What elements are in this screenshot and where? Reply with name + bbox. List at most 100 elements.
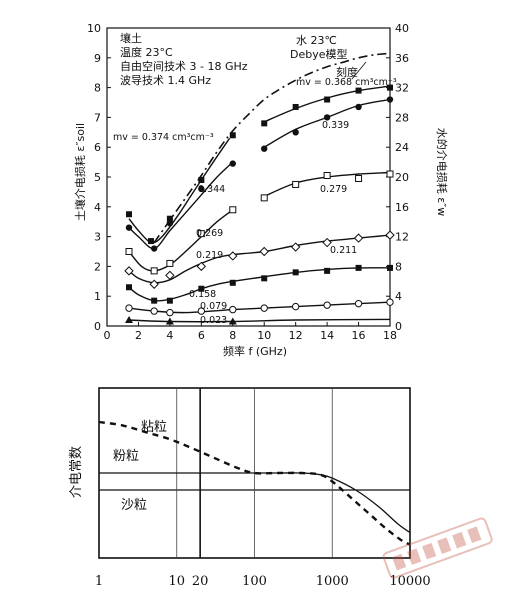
data-point-filled-square: [292, 269, 299, 276]
data-point-filled-square: [166, 215, 173, 222]
bottom-y-axis-title: 介电常数: [69, 446, 84, 498]
series-label-0339: 0.339: [322, 120, 349, 131]
data-point-open-circle: [260, 304, 268, 312]
legend-line-waveguide: 波导技术 1.4 GHz: [120, 74, 211, 87]
top-x-tick-label: 18: [383, 329, 397, 342]
top-x-tick-label: 8: [229, 329, 236, 342]
top-x-tick-label: 6: [198, 329, 205, 342]
data-point-filled-square: [166, 297, 173, 304]
top-y-left-tick-label: 7: [94, 111, 101, 124]
data-point-open-diamond: [228, 251, 238, 261]
top-y-right-tick-label: 32: [395, 82, 409, 95]
top-y-left-tick-label: 4: [94, 201, 101, 214]
data-point-filled-square: [148, 238, 155, 245]
data-point-filled-square: [292, 103, 299, 110]
data-point-open-square: [197, 230, 205, 238]
top-y-left-tick-label: 0: [94, 320, 101, 333]
data-point-open-circle: [354, 299, 363, 308]
data-point-filled-circle: [261, 145, 268, 152]
top-x-tick-label: 10: [257, 329, 271, 342]
top-x-tick-label: 12: [289, 329, 303, 342]
data-point-open-diamond: [259, 246, 269, 257]
series-label-0279: 0.279: [320, 184, 347, 195]
data-point-open-circle: [323, 301, 331, 309]
top-y-left-tick-label: 10: [87, 22, 101, 35]
label-sand: 沙粒: [121, 498, 147, 513]
bottom-x-ticks: 1 10 20 100 1000 10000: [95, 574, 431, 589]
data-point-filled-square: [387, 264, 393, 271]
top-markers-group: [124, 84, 395, 325]
data-point-open-square: [355, 174, 363, 182]
bottom-curves-group: [98, 420, 411, 546]
data-point-open-diamond: [149, 279, 159, 289]
top-y-right-tick-label: 28: [395, 111, 409, 124]
water-label-model: Debye模型: [290, 47, 348, 61]
top-y-right-axis-title: 水的介电损耗 ε″w: [435, 128, 449, 217]
bottom-x-tick-label: 1000: [316, 574, 349, 589]
top-x-tick-label: 2: [135, 329, 142, 342]
scale-label-leader: [351, 61, 367, 80]
data-point-open-circle: [229, 305, 237, 314]
top-curves-group: [128, 52, 391, 323]
top-y-right-tick-label: 40: [395, 22, 409, 35]
data-point-filled-square: [261, 275, 268, 282]
data-point-open-square: [150, 267, 158, 275]
data-point-open-diamond: [165, 270, 175, 281]
top-y-left-tick-label: 3: [94, 231, 101, 244]
data-point-filled-square: [355, 264, 362, 271]
data-point-filled-circle: [386, 96, 394, 103]
legend-line-temperature: 温度 23°C: [120, 45, 173, 59]
permittivity-vs-frequency-chart: 1 10 20 100 1000 10000 介电常数 粘粒 粉粒 沙粒: [69, 387, 431, 589]
top-y-right-tick-label: 12: [395, 231, 409, 244]
data-point-open-square: [292, 180, 300, 188]
data-point-open-circle: [291, 302, 300, 311]
top-y-left-tick-label: 9: [94, 52, 101, 65]
data-point-filled-square: [387, 84, 393, 91]
legend-line-soil: 壤土: [120, 31, 142, 45]
data-point-open-circle: [125, 304, 133, 312]
bottom-curve: [254, 472, 411, 534]
data-point-open-square: [166, 259, 174, 267]
data-point-filled-triangle: [125, 316, 134, 324]
data-point-open-diamond: [322, 237, 332, 248]
data-point-open-diamond: [353, 233, 364, 243]
data-point-filled-square: [198, 285, 205, 292]
series-label-0219: 0.219: [196, 250, 223, 261]
data-point-filled-square: [126, 211, 133, 218]
top-y-right-tick-label: 20: [395, 171, 409, 184]
data-point-filled-square: [229, 279, 236, 286]
data-point-open-circle: [197, 307, 206, 315]
label-silt: 粉粒: [113, 449, 139, 464]
top-y-right-tick-label: 4: [395, 290, 402, 303]
data-point-filled-circle: [355, 103, 362, 111]
data-point-filled-square: [355, 87, 362, 94]
top-x-tick-label: 14: [320, 329, 334, 342]
legend-line-free-space: 自由空间技术 3 - 18 GHz: [120, 59, 248, 73]
data-point-open-square: [323, 172, 331, 180]
water-label-temperature: 水 23℃: [296, 34, 337, 47]
soil-loss-curve: [128, 137, 231, 244]
bottom-x-tick-label: 1: [95, 574, 103, 589]
top-x-axis-title: 频率 f (GHz): [223, 344, 287, 358]
top-y-left-tick-label: 2: [94, 260, 101, 273]
data-point-open-square: [260, 194, 268, 202]
data-point-open-diamond: [124, 266, 134, 276]
top-x-tick-label: 16: [352, 329, 366, 342]
top-y-left-tick-label: 1: [94, 290, 101, 303]
data-point-open-circle: [150, 307, 158, 315]
top-x-ticks: 0 2 4 6 8 10 12 14 16 18: [104, 322, 397, 342]
data-point-open-square: [386, 170, 394, 178]
data-point-filled-square: [151, 297, 158, 304]
top-y-right-tick-label: 0: [395, 320, 402, 333]
data-point-filled-circle: [323, 114, 331, 121]
label-clay: 粘粒: [141, 420, 167, 435]
soil-loss-curve: [128, 253, 233, 284]
series-label-0158: 0.158: [189, 289, 216, 300]
data-point-filled-square: [261, 120, 268, 127]
data-point-open-circle: [386, 298, 394, 306]
water-scale-label: 刻度: [336, 65, 358, 79]
data-point-filled-square: [198, 176, 205, 183]
water-debye-curve: [153, 52, 391, 244]
data-point-filled-circle: [166, 219, 174, 227]
